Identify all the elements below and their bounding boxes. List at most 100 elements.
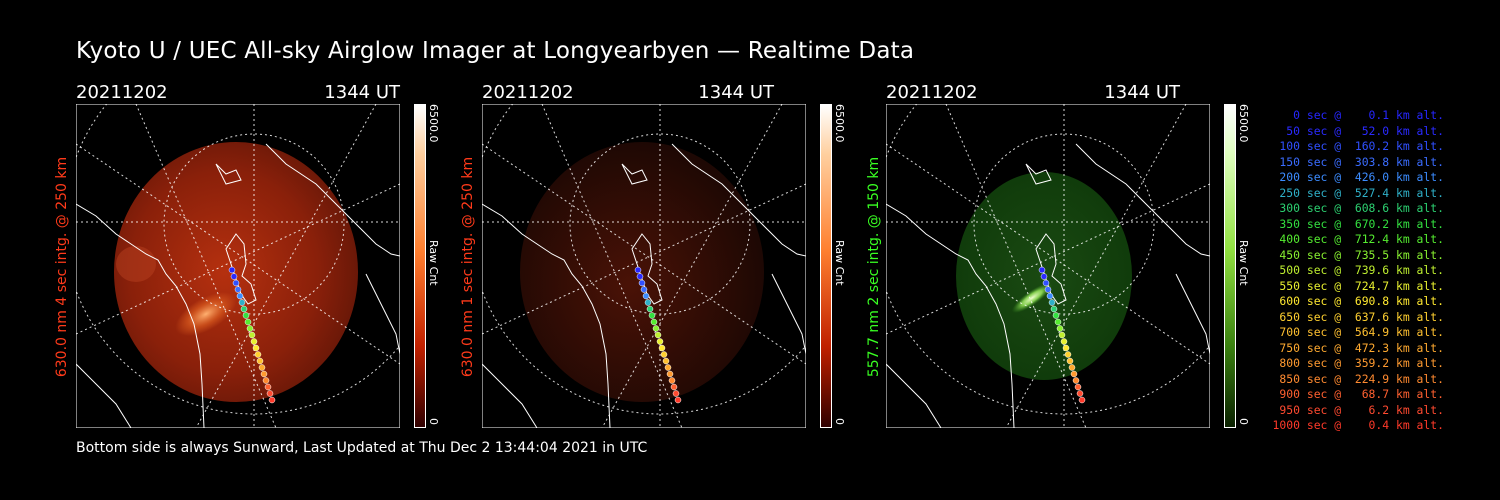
page-title: Kyoto U / UEC All-sky Airglow Imager at … <box>76 38 915 64</box>
panel-2-date: 20211202 <box>482 82 574 103</box>
trajectory-point <box>664 364 672 371</box>
legend-row: 450 sec @ 735.5 km alt. <box>1272 247 1444 262</box>
panel-3-date: 20211202 <box>886 82 978 103</box>
trajectory-point <box>660 351 668 358</box>
legend-row: 550 sec @ 724.7 km alt. <box>1272 278 1444 293</box>
panel-3-ylabel-wrap: 557.7 nm 2 sec intg. @ 150 km <box>864 105 884 428</box>
footer-note: Bottom side is always Sunward, Last Upda… <box>76 440 648 456</box>
panel-3-colorbar-min: 0 <box>1237 418 1250 425</box>
trajectory-point <box>1048 299 1056 306</box>
panel-3-colorbar <box>1224 104 1236 428</box>
legend-row: 100 sec @ 160.2 km alt. <box>1272 139 1444 153</box>
legend-row: 250 sec @ 527.4 km alt. <box>1272 185 1444 200</box>
legend-row: 600 sec @ 690.8 km alt. <box>1272 294 1444 308</box>
trajectory-point <box>1044 286 1052 293</box>
trajectory-point <box>246 325 254 332</box>
trajectory-point <box>1056 325 1064 332</box>
panel-2-ylabel: 630.0 nm 1 sec intg. @ 250 km <box>460 156 476 377</box>
legend-row: 900 sec @ 68.7 km alt. <box>1272 387 1444 401</box>
trajectory-point <box>634 266 642 274</box>
legend-row: 150 sec @ 303.8 km alt. <box>1272 154 1444 169</box>
panel-1-sky-image <box>76 104 400 428</box>
trajectory-point <box>646 305 654 313</box>
legend-row: 300 sec @ 608.6 km alt. <box>1272 201 1444 215</box>
legend-row: 0 sec @ 0.1 km alt. <box>1272 108 1444 122</box>
trajectory-point <box>254 351 262 358</box>
legend-row: 700 sec @ 564.9 km alt. <box>1272 325 1444 339</box>
panel-1-date: 20211202 <box>76 82 168 103</box>
trajectory-point <box>1040 273 1048 280</box>
trajectory-point <box>260 370 268 378</box>
trajectory-point <box>264 383 272 391</box>
panel-1-colorbar-min: 0 <box>427 418 440 425</box>
legend-row: 950 sec @ 6.2 km alt. <box>1272 402 1444 417</box>
trajectory-point <box>1066 357 1074 365</box>
trajectory-point <box>256 357 264 365</box>
legend-row: 200 sec @ 426.0 km alt. <box>1272 170 1444 184</box>
trajectory-point <box>258 364 266 371</box>
trajectory-point <box>668 377 676 384</box>
trajectory-point <box>656 338 664 345</box>
trajectory-point <box>644 299 652 306</box>
trajectory-point <box>670 383 678 391</box>
trajectory-point <box>268 396 276 404</box>
trajectory-point <box>640 286 648 293</box>
trajectory-point <box>654 331 662 339</box>
trajectory-point <box>648 312 656 319</box>
panel-2-colorbar <box>820 104 832 428</box>
panel-3-ylabel: 557.7 nm 2 sec intg. @ 150 km <box>866 156 882 377</box>
trajectory-point <box>228 266 236 274</box>
trajectory-point <box>1052 312 1060 319</box>
legend-row: 400 sec @ 712.4 km alt. <box>1272 232 1444 246</box>
trajectory-point <box>674 396 682 404</box>
legend-row: 50 sec @ 52.0 km alt. <box>1272 123 1444 138</box>
legend-row: 850 sec @ 224.9 km alt. <box>1272 371 1444 386</box>
trajectory-point <box>1078 396 1086 404</box>
legend-row: 500 sec @ 739.6 km alt. <box>1272 263 1444 277</box>
trajectory-point <box>1072 377 1080 384</box>
panel-1-time: 1344 UT <box>324 82 400 103</box>
trajectory-point <box>1064 351 1072 358</box>
trajectory-point <box>244 318 252 326</box>
trajectory-point <box>1038 266 1046 274</box>
legend-row: 650 sec @ 637.6 km alt. <box>1272 309 1444 324</box>
panel-1-ylabel-wrap: 630.0 nm 4 sec intg. @ 250 km <box>52 105 72 428</box>
panel-3-time: 1344 UT <box>1104 82 1180 103</box>
panel-2-time: 1344 UT <box>698 82 774 103</box>
legend-row: 750 sec @ 472.3 km alt. <box>1272 340 1444 355</box>
trajectory-point <box>230 273 238 280</box>
panel-1-ylabel: 630.0 nm 4 sec intg. @ 250 km <box>54 156 70 377</box>
trajectory-point <box>1058 331 1066 339</box>
trajectory-point <box>262 377 270 384</box>
legend-row: 350 sec @ 670.2 km alt. <box>1272 216 1444 231</box>
panel-3-sky-image <box>886 104 1210 428</box>
legend-row: 800 sec @ 359.2 km alt. <box>1272 356 1444 370</box>
trajectory-point <box>236 292 244 300</box>
trajectory-point <box>642 292 650 300</box>
legend-row: 1000 sec @ 0.4 km alt. <box>1272 418 1444 432</box>
trajectory-point <box>662 357 670 365</box>
trajectory-point <box>1062 344 1070 352</box>
trajectory-point <box>242 312 250 319</box>
trajectory-point <box>1060 338 1068 345</box>
panel-2-sky-image <box>482 104 806 428</box>
trajectory-point <box>240 305 248 313</box>
trajectory-point <box>1042 279 1050 287</box>
trajectory-point <box>658 344 666 352</box>
panel-1-colorbar <box>414 104 426 428</box>
trajectory-point <box>266 390 274 397</box>
trajectory-point <box>638 279 646 287</box>
trajectory-point <box>1068 364 1076 371</box>
trajectory-point <box>1070 370 1078 378</box>
trajectory-point <box>1074 383 1082 391</box>
trajectory-point <box>238 299 246 306</box>
trajectory-point <box>1050 305 1058 313</box>
trajectory-legend: 0 sec @ 0.1 km alt. 50 sec @ 52.0 km alt… <box>1258 108 1444 434</box>
trajectory-point <box>1054 318 1062 326</box>
trajectory-point <box>650 318 658 326</box>
trajectory-point <box>666 370 674 378</box>
trajectory-point <box>250 338 258 345</box>
trajectory-point <box>652 325 660 332</box>
trajectory-point <box>672 390 680 397</box>
trajectory-point <box>248 331 256 339</box>
